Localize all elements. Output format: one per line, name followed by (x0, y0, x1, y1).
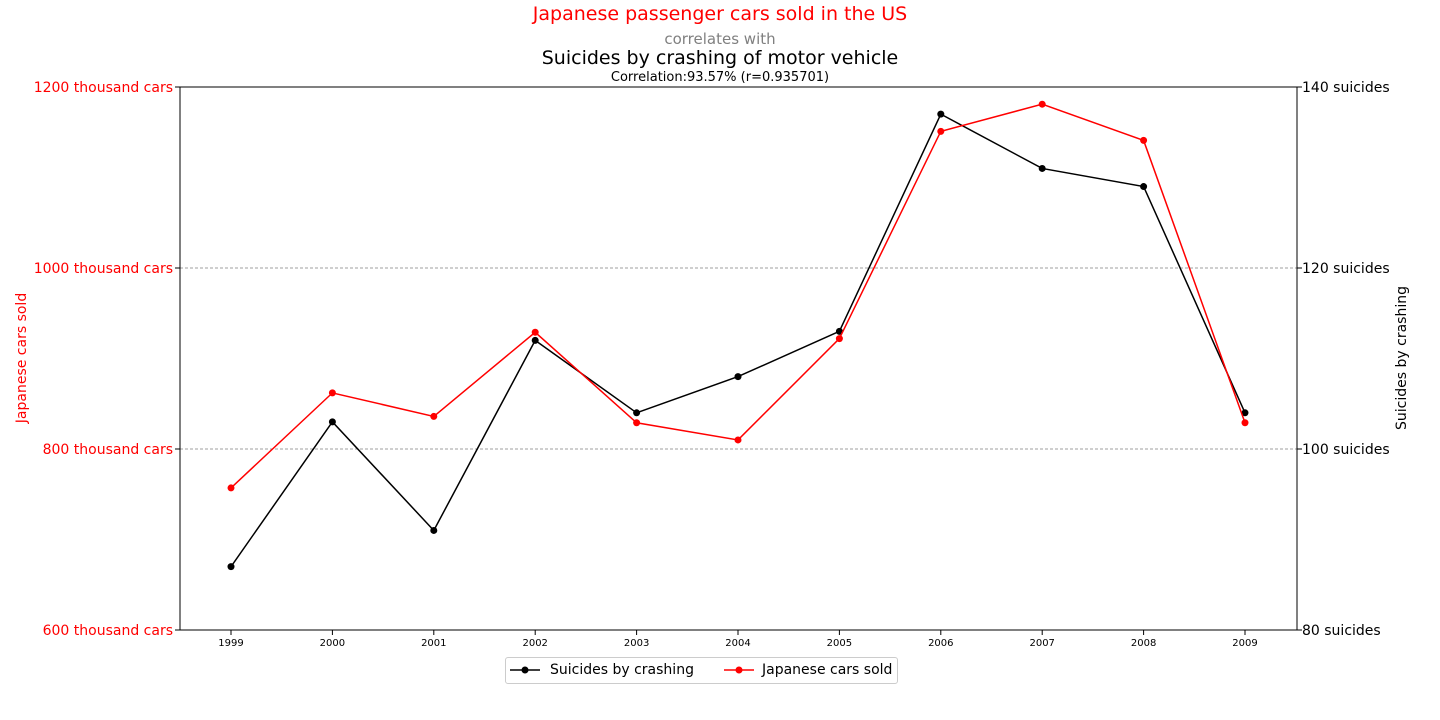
data-point-0 (734, 373, 742, 381)
data-point-0 (835, 327, 843, 335)
data-point-1 (531, 328, 539, 336)
data-point-1 (734, 436, 742, 444)
data-point-0 (937, 110, 945, 118)
right-tick-label: 140 suicides (1302, 80, 1390, 96)
x-tick-label: 1999 (218, 638, 243, 649)
data-point-0 (1140, 183, 1148, 191)
x-tick-label: 2009 (1232, 638, 1257, 649)
legend-swatch-cars (724, 666, 754, 674)
right-axis-title: Suicides by crashing (1394, 286, 1410, 430)
x-tick-label: 2000 (320, 638, 345, 649)
data-point-1 (937, 127, 945, 135)
x-tick-label: 2004 (725, 638, 750, 649)
x-tick-label: 2001 (421, 638, 446, 649)
legend-swatch-suicides (510, 666, 540, 674)
x-tick-label: 2008 (1131, 638, 1156, 649)
data-point-0 (328, 418, 336, 426)
data-point-1 (227, 484, 235, 492)
left-tick-label: 1200 thousand cars (34, 80, 173, 96)
x-tick-label: 2005 (827, 638, 852, 649)
data-point-1 (328, 389, 336, 397)
plot-frame (179, 86, 1298, 631)
x-tick-label: 2007 (1029, 638, 1054, 649)
data-point-0 (531, 336, 539, 344)
series-line-1 (230, 103, 1246, 489)
chart-connector: correlates with (664, 30, 776, 48)
x-tick-label: 2002 (522, 638, 547, 649)
legend-label-cars: Japanese cars sold (762, 662, 893, 678)
data-point-1 (1140, 136, 1148, 144)
data-point-1 (633, 419, 641, 427)
data-point-0 (227, 563, 235, 571)
left-tick-label: 1000 thousand cars (34, 261, 173, 277)
right-tick-label: 100 suicides (1302, 442, 1390, 458)
left-axis-title: Japanese cars sold (14, 293, 30, 424)
data-point-0 (1038, 164, 1046, 172)
data-point-1 (1241, 419, 1249, 427)
left-tick-label: 800 thousand cars (43, 442, 173, 458)
legend: Suicides by crashing Japanese cars sold (505, 657, 898, 684)
chart-title: Japanese passenger cars sold in the US (532, 3, 908, 25)
series-line-0 (230, 113, 1246, 568)
data-point-1 (430, 412, 438, 420)
right-tick-label: 120 suicides (1302, 261, 1390, 277)
data-point-0 (430, 526, 438, 534)
x-tick-label: 2003 (624, 638, 649, 649)
x-tick-label: 2006 (928, 638, 953, 649)
left-tick-label: 600 thousand cars (43, 623, 173, 639)
data-point-1 (1038, 100, 1046, 108)
data-point-0 (633, 409, 641, 417)
data-point-1 (835, 335, 843, 343)
right-tick-label: 80 suicides (1302, 623, 1381, 639)
data-point-0 (1241, 409, 1249, 417)
chart-subtitle: Suicides by crashing of motor vehicle (541, 47, 899, 69)
legend-label-suicides: Suicides by crashing (550, 662, 694, 678)
correlation-label: Correlation:93.57% (r=0.935701) (610, 70, 830, 85)
